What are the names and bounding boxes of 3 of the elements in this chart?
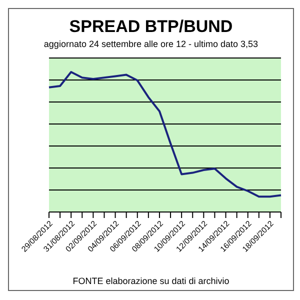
chart-subtitle: aggiornato 24 settembre alle ore 12 - ultimo dato 3,53 [42, 39, 260, 49]
source-note: FONTE elaborazione su dati di archivio [72, 276, 230, 286]
chart-title: SPREAD BTP/BUND [68, 17, 234, 37]
